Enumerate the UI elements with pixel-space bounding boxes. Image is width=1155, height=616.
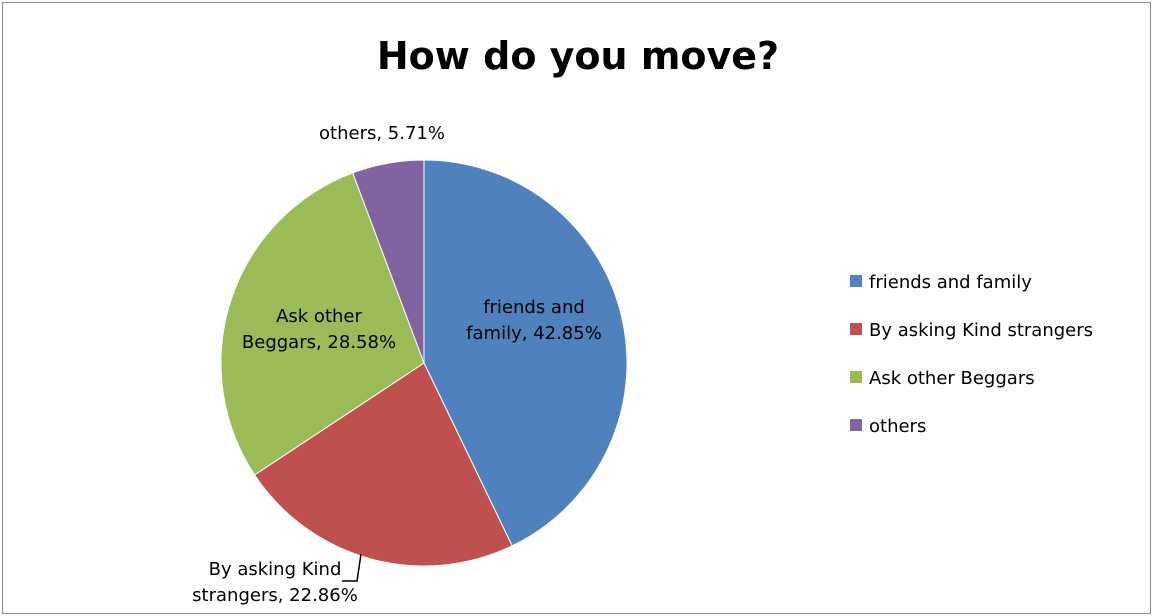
legend-label: By asking Kind strangers (869, 320, 1093, 341)
data-label: Ask other Beggars, 28.58% (242, 306, 396, 353)
leader-line (342, 553, 362, 582)
data-label-line: Ask other (276, 306, 362, 327)
pie-slice (352, 159, 425, 364)
pie-slice (253, 362, 513, 567)
pie-slice (220, 172, 425, 476)
pie-slice (423, 159, 628, 547)
chart-title: How do you move? (377, 34, 779, 78)
data-label: others, 5.71% (319, 123, 445, 144)
data-label-line: family, 42.85% (466, 323, 602, 344)
data-label-line: By asking Kind (209, 559, 342, 580)
data-label-line: friends and (483, 297, 585, 318)
legend-label: Ask other Beggars (869, 368, 1035, 389)
legend-swatch (850, 275, 862, 287)
legend: friends and family By asking Kind strange… (850, 272, 1093, 437)
data-label-line: others, 5.71% (319, 123, 445, 144)
data-label-line: strangers, 22.86% (192, 585, 358, 606)
data-label: By asking Kind strangers, 22.86% (192, 559, 358, 606)
pie-slices (220, 159, 628, 567)
pie-chart: How do you move? friends and family, 42.8… (192, 34, 1093, 606)
legend-swatch (850, 419, 862, 431)
data-label: friends and family, 42.85% (466, 297, 602, 344)
legend-swatch (850, 371, 862, 383)
legend-swatch (850, 323, 862, 335)
legend-label: others (869, 416, 926, 437)
data-labels: friends and family, 42.85% By asking Kind s… (192, 123, 602, 606)
data-label-line: Beggars, 28.58% (242, 332, 396, 353)
legend-label: friends and family (869, 272, 1032, 293)
